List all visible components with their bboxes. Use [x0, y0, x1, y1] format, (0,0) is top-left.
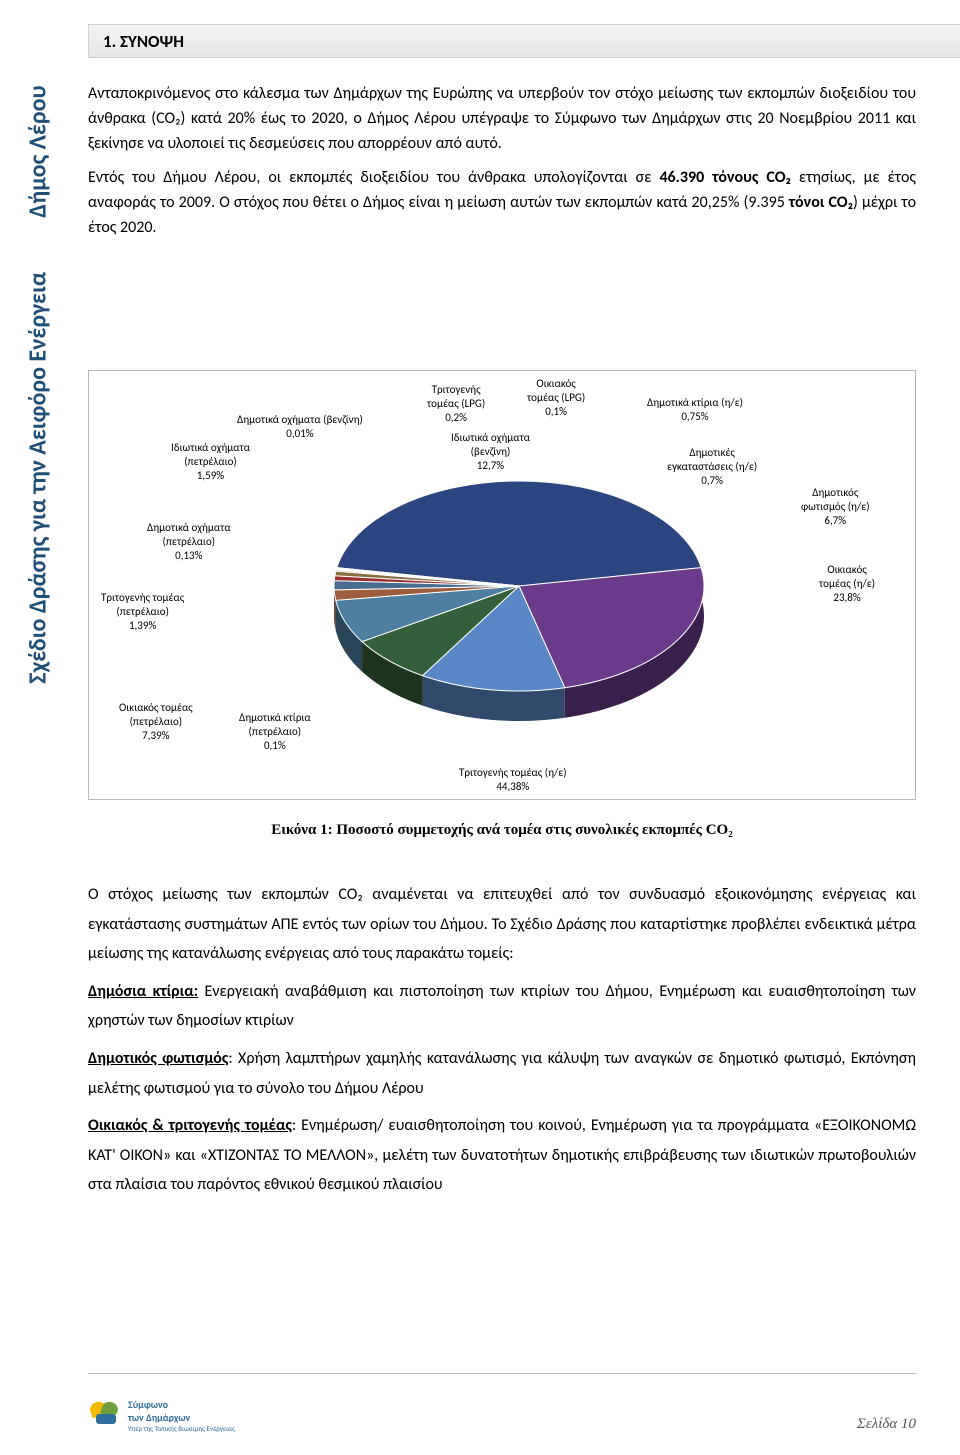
- chart-label: Δημοτικόςφωτισμός (η/ε)6,7%: [801, 486, 870, 527]
- pie-wrap: [329, 471, 709, 771]
- chart-label: Δημοτικά οχήματα(πετρέλαιο)0,13%: [147, 521, 231, 562]
- chart-caption: Εικόνα 1: Ποσοστό συμμετοχής ανά τομέα σ…: [88, 822, 916, 839]
- para3: Ο στόχος μείωσης των εκπομπών CO₂ αναμέν…: [88, 880, 916, 969]
- logo-text: Σύμφωνο των Δημάρχων Υπέρ της Τοπικής Βι…: [128, 1398, 235, 1433]
- sidebar-line2: Σχέδιο Δράσης για την Αειφόρο Ενέργεια: [24, 271, 53, 683]
- chart-label: Ιδιωτικά οχήματα(πετρέλαιο)1,59%: [171, 441, 250, 482]
- chart-label: Οικιακός τομέας(πετρέλαιο)7,39%: [119, 701, 193, 742]
- chart-label: Δημοτικά κτίρια(πετρέλαιο)0,1%: [239, 711, 311, 752]
- chart-label: Δημοτικέςεγκαταστάσεις (η/ε)0,7%: [667, 446, 757, 487]
- chart-label: Τριτογενής τομέας(πετρέλαιο)1,39%: [101, 591, 184, 632]
- section-public-buildings: Δημόσια κτίρια: Ενεργειακή αναβάθμιση κα…: [88, 977, 916, 1036]
- chart-label: Ιδιωτικά οχήματα(βενζίνη)12,7%: [451, 431, 530, 472]
- section-municipal-lighting: Δημοτικός φωτισμός: Χρήση λαμπτήρων χαμη…: [88, 1044, 916, 1103]
- page-footer: Σύμφωνο των Δημάρχων Υπέρ της Τοπικής Βι…: [88, 1373, 916, 1433]
- section-header: 1. ΣΥΝΟΨΗ: [88, 24, 960, 58]
- co2-pie-chart: Τριτογενής τομέας (η/ε)44,38% Οικιακόςτομ…: [88, 370, 916, 800]
- intro-text: Ανταποκρινόμενος στο κάλεσμα των Δημάρχω…: [88, 82, 916, 251]
- pie-svg: [329, 471, 709, 731]
- sidebar-vertical-title: Σχέδιο Δράσης για την Αειφόρο Ενέργεια Δ…: [18, 24, 58, 744]
- chart-label: Δημοτικά οχήματα (βενζίνη)0,01%: [237, 413, 363, 441]
- sidebar-line1: Δήμος Λέρου: [24, 85, 53, 217]
- chart-label: Τριτογενής τομέας (η/ε)44,38%: [459, 766, 567, 794]
- lower-text: Ο στόχος μείωσης των εκπομπών CO₂ αναμέν…: [88, 880, 916, 1208]
- chart-label: Οικιακόςτομέας (η/ε)23,8%: [819, 563, 875, 604]
- section-title: 1. ΣΥΝΟΨΗ: [103, 31, 184, 52]
- section-residential-tertiary: Οικιακός & τριτογενής τομέας: Ενημέρωση/…: [88, 1111, 916, 1200]
- page-number: Σελίδα 10: [857, 1416, 916, 1433]
- para1: Ανταποκρινόμενος στο κάλεσμα των Δημάρχω…: [88, 82, 916, 156]
- chart-label: Οικιακόςτομέας (LPG)0,1%: [527, 377, 585, 418]
- chart-label: Τριτογενήςτομέας (LPG)0,2%: [427, 383, 485, 424]
- covenant-logo: Σύμφωνο των Δημάρχων Υπέρ της Τοπικής Βι…: [88, 1398, 235, 1433]
- chart-label: Δημοτικά κτίρια (η/ε)0,75%: [647, 396, 743, 424]
- logo-mark-icon: [88, 1402, 122, 1430]
- para2: Εντός του Δήμου Λέρου, οι εκπομπές διοξε…: [88, 166, 916, 240]
